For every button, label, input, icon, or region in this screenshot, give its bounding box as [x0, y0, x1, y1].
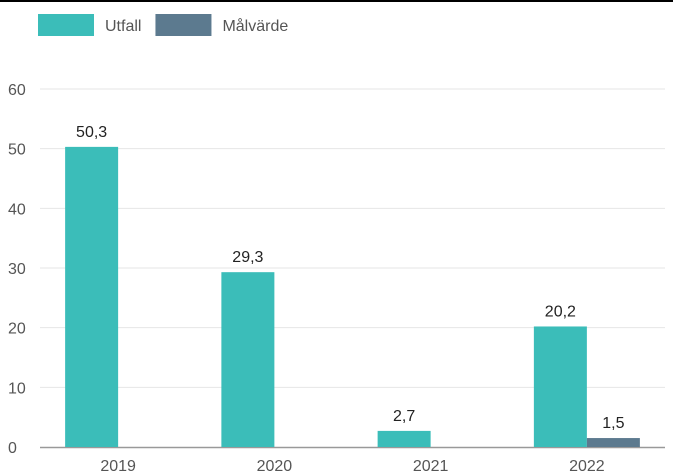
- data-label: 2,7: [393, 408, 415, 425]
- data-label: 20,2: [545, 303, 576, 320]
- legend: Utfall Målvärde: [38, 14, 288, 36]
- bar-utfall-2020: [221, 272, 275, 447]
- y-tick-label: 40: [8, 201, 26, 218]
- bar-utfall-2019: [65, 146, 119, 448]
- legend-label[interactable]: Utfall: [105, 18, 141, 35]
- x-tick-label: 2022: [569, 458, 605, 473]
- data-label: 1,5: [602, 415, 624, 432]
- y-axis-ticks: 0 10 20 30 40 50 60: [8, 82, 26, 457]
- x-tick-label: 2019: [100, 458, 136, 473]
- data-labels: 50,3 29,3 2,7 20,2 1,5: [76, 124, 625, 432]
- y-tick-label: 0: [8, 440, 17, 457]
- legend-swatch[interactable]: [155, 14, 212, 36]
- data-label: 29,3: [232, 249, 263, 266]
- y-tick-label: 50: [8, 142, 26, 159]
- y-tick-label: 10: [8, 380, 26, 397]
- bar-utfall-2021: [377, 430, 431, 447]
- x-axis-ticks: 2019 2020 2021 2022: [100, 458, 604, 473]
- bars: [65, 146, 640, 448]
- x-tick-label: 2020: [257, 458, 293, 473]
- bar-m-lv-rde-2022: [586, 438, 640, 447]
- y-tick-label: 30: [8, 261, 26, 278]
- legend-swatch[interactable]: [38, 14, 94, 36]
- y-tick-label: 20: [8, 321, 26, 338]
- top-border: [0, 0, 673, 2]
- y-tick-label: 60: [8, 82, 26, 99]
- bar-utfall-2022: [533, 326, 587, 447]
- data-label: 50,3: [76, 124, 107, 141]
- legend-label[interactable]: Målvärde: [222, 17, 288, 35]
- x-tick-label: 2021: [413, 458, 449, 473]
